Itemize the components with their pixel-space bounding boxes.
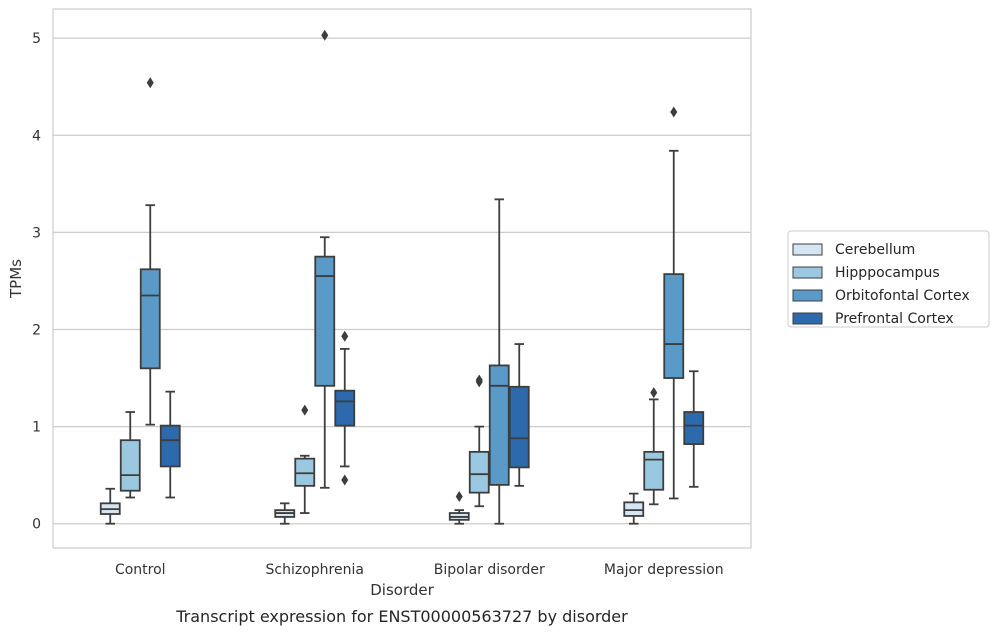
box-hipppocampus	[643, 387, 665, 506]
box-prefrontal-cortex	[508, 343, 530, 487]
box-cerebellum	[99, 487, 121, 525]
box-iqr	[683, 411, 705, 445]
y-tick-label: 4	[32, 128, 41, 144]
x-tick-label: Bipolar disorder	[434, 562, 545, 578]
box-iqr	[314, 255, 336, 387]
outlier-point	[341, 474, 349, 486]
outlier-point	[341, 330, 349, 342]
outlier-point	[321, 29, 329, 41]
legend-swatch	[792, 243, 823, 256]
box-iqr	[294, 457, 316, 487]
legend-entry: Prefrontal Cortex	[835, 311, 954, 327]
box-cerebellum	[274, 502, 296, 525]
box-orbitofontal-cortex	[314, 29, 336, 489]
box-orbitofontal-cortex	[663, 106, 685, 500]
box-hipppocampus	[468, 374, 490, 508]
outlier-point	[146, 77, 154, 89]
x-tick-label: Major depression	[604, 562, 724, 578]
box-iqr	[119, 439, 141, 492]
box-iqr	[139, 268, 161, 370]
box-prefrontal-cortex	[334, 330, 356, 486]
box-orbitofontal-cortex	[139, 77, 161, 426]
legend-entry: Cerebellum	[835, 242, 915, 258]
box-iqr	[468, 450, 490, 494]
box-hipppocampus	[119, 411, 141, 499]
box-cerebellum	[623, 492, 645, 525]
plot-frame	[52, 8, 752, 549]
outlier-point	[475, 374, 483, 386]
legend-entry: Orbitofontal Cortex	[835, 288, 970, 304]
box-iqr	[623, 501, 645, 517]
box-iqr	[488, 364, 510, 486]
box-orbitofontal-cortex	[488, 198, 510, 525]
legend-frame	[787, 230, 990, 328]
outlier-point	[455, 491, 463, 503]
x-tick-label: Control	[115, 562, 166, 578]
y-tick-label: 2	[32, 322, 41, 338]
y-tick-label: 0	[32, 517, 41, 533]
box-iqr	[159, 424, 181, 468]
outlier-point	[670, 106, 678, 118]
box-iqr	[508, 385, 530, 469]
legend-entry: Hipppocampus	[835, 265, 940, 281]
box-prefrontal-cortex	[683, 370, 705, 488]
box-iqr	[334, 389, 356, 427]
box-plot-marks	[99, 29, 705, 525]
outlier-point	[301, 404, 309, 416]
x-tick-label: Schizophrenia	[266, 562, 364, 578]
x-axis-ticks: Control Schizophrenia Bipolar disorder Majo…	[115, 562, 724, 578]
box-cerebellum	[448, 491, 470, 525]
outlier-point	[650, 387, 658, 399]
box-prefrontal-cortex	[159, 390, 181, 499]
box-hipppocampus	[294, 404, 316, 514]
x-axis-label: Disorder	[370, 581, 434, 599]
box-iqr	[663, 273, 685, 379]
y-tick-label: 1	[32, 420, 41, 436]
y-axis-ticks: 0 1 2 3 4 5	[32, 31, 41, 533]
legend-swatch	[792, 312, 823, 325]
y-tick-label: 3	[32, 225, 41, 241]
y-axis-label: TPMs	[7, 259, 25, 299]
box-iqr	[643, 450, 665, 491]
y-tick-label: 5	[32, 31, 41, 47]
chart-caption: Transcript expression for ENST0000056372…	[175, 607, 628, 626]
legend: Cerebellum Hipppocampus Orbitofontal Corte…	[787, 230, 990, 328]
legend-swatch	[792, 289, 823, 302]
legend-swatch	[792, 266, 823, 279]
